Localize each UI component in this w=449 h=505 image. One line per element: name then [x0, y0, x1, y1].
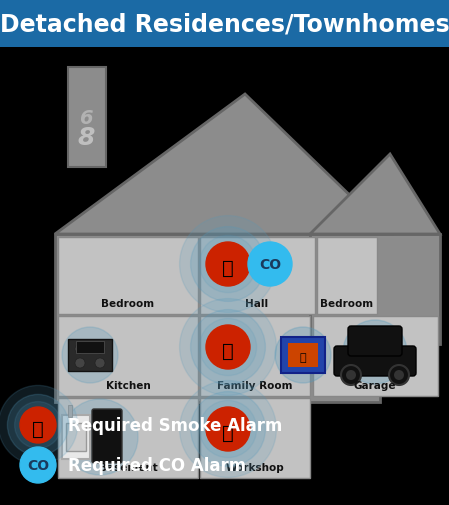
Circle shape — [206, 242, 250, 286]
Text: Workshop: Workshop — [226, 462, 284, 472]
Text: CO: CO — [27, 458, 49, 472]
Circle shape — [190, 227, 265, 302]
Circle shape — [180, 299, 277, 395]
Circle shape — [206, 407, 250, 451]
Bar — [68, 339, 112, 371]
Circle shape — [346, 370, 356, 380]
Circle shape — [95, 344, 105, 355]
Text: Detached Residences/Townhomes: Detached Residences/Townhomes — [0, 12, 449, 36]
Circle shape — [389, 365, 409, 385]
Circle shape — [75, 344, 85, 355]
Circle shape — [199, 400, 256, 458]
Bar — [310, 234, 440, 344]
Text: 🔥: 🔥 — [32, 419, 44, 438]
Circle shape — [62, 399, 138, 475]
Circle shape — [62, 327, 118, 383]
FancyBboxPatch shape — [334, 346, 416, 376]
Text: Bedroom: Bedroom — [101, 298, 154, 309]
Circle shape — [15, 402, 62, 448]
Text: Bedroom: Bedroom — [321, 298, 374, 309]
Bar — [200, 237, 315, 315]
Bar — [0, 0, 449, 48]
Text: Garage: Garage — [354, 380, 396, 390]
Bar — [313, 316, 438, 396]
Bar — [68, 405, 72, 417]
Circle shape — [248, 242, 292, 286]
Polygon shape — [310, 155, 440, 234]
Circle shape — [341, 365, 361, 385]
Bar — [58, 316, 198, 396]
Polygon shape — [55, 95, 390, 234]
Circle shape — [190, 392, 265, 467]
Text: 🔥: 🔥 — [222, 258, 234, 277]
Text: Required Smoke Alarm: Required Smoke Alarm — [68, 416, 282, 434]
Bar — [68, 68, 106, 168]
Text: Required CO Alarm: Required CO Alarm — [68, 456, 246, 474]
Circle shape — [343, 320, 407, 384]
Bar — [288, 343, 318, 367]
Bar — [200, 316, 310, 396]
Circle shape — [95, 358, 105, 368]
Circle shape — [7, 394, 69, 456]
Bar — [66, 423, 86, 451]
Circle shape — [199, 319, 256, 376]
Bar — [62, 415, 90, 459]
Circle shape — [190, 310, 265, 385]
Bar — [58, 237, 198, 315]
Bar — [55, 234, 380, 402]
Circle shape — [199, 236, 256, 293]
Text: 🔥: 🔥 — [222, 341, 234, 360]
Text: Basement: Basement — [99, 462, 158, 472]
Circle shape — [206, 325, 250, 369]
Circle shape — [180, 381, 277, 477]
Text: Hall: Hall — [246, 298, 269, 309]
Circle shape — [20, 407, 56, 443]
Text: 6: 6 — [79, 108, 93, 127]
Text: 🔥: 🔥 — [222, 423, 234, 442]
Circle shape — [75, 358, 85, 368]
Circle shape — [394, 370, 404, 380]
Text: 8: 8 — [77, 126, 95, 149]
Bar — [76, 341, 104, 353]
Circle shape — [0, 386, 78, 465]
Text: CO: CO — [259, 258, 281, 272]
Bar — [58, 398, 198, 478]
Circle shape — [180, 216, 277, 313]
Text: Kitchen: Kitchen — [106, 380, 150, 390]
Circle shape — [20, 447, 56, 483]
Bar — [281, 337, 325, 373]
FancyBboxPatch shape — [348, 326, 402, 357]
FancyBboxPatch shape — [92, 409, 122, 463]
Circle shape — [275, 327, 331, 383]
Bar — [200, 398, 310, 478]
Text: 🔥: 🔥 — [299, 352, 306, 362]
Bar — [317, 237, 377, 315]
Text: Family Room: Family Room — [217, 380, 293, 390]
